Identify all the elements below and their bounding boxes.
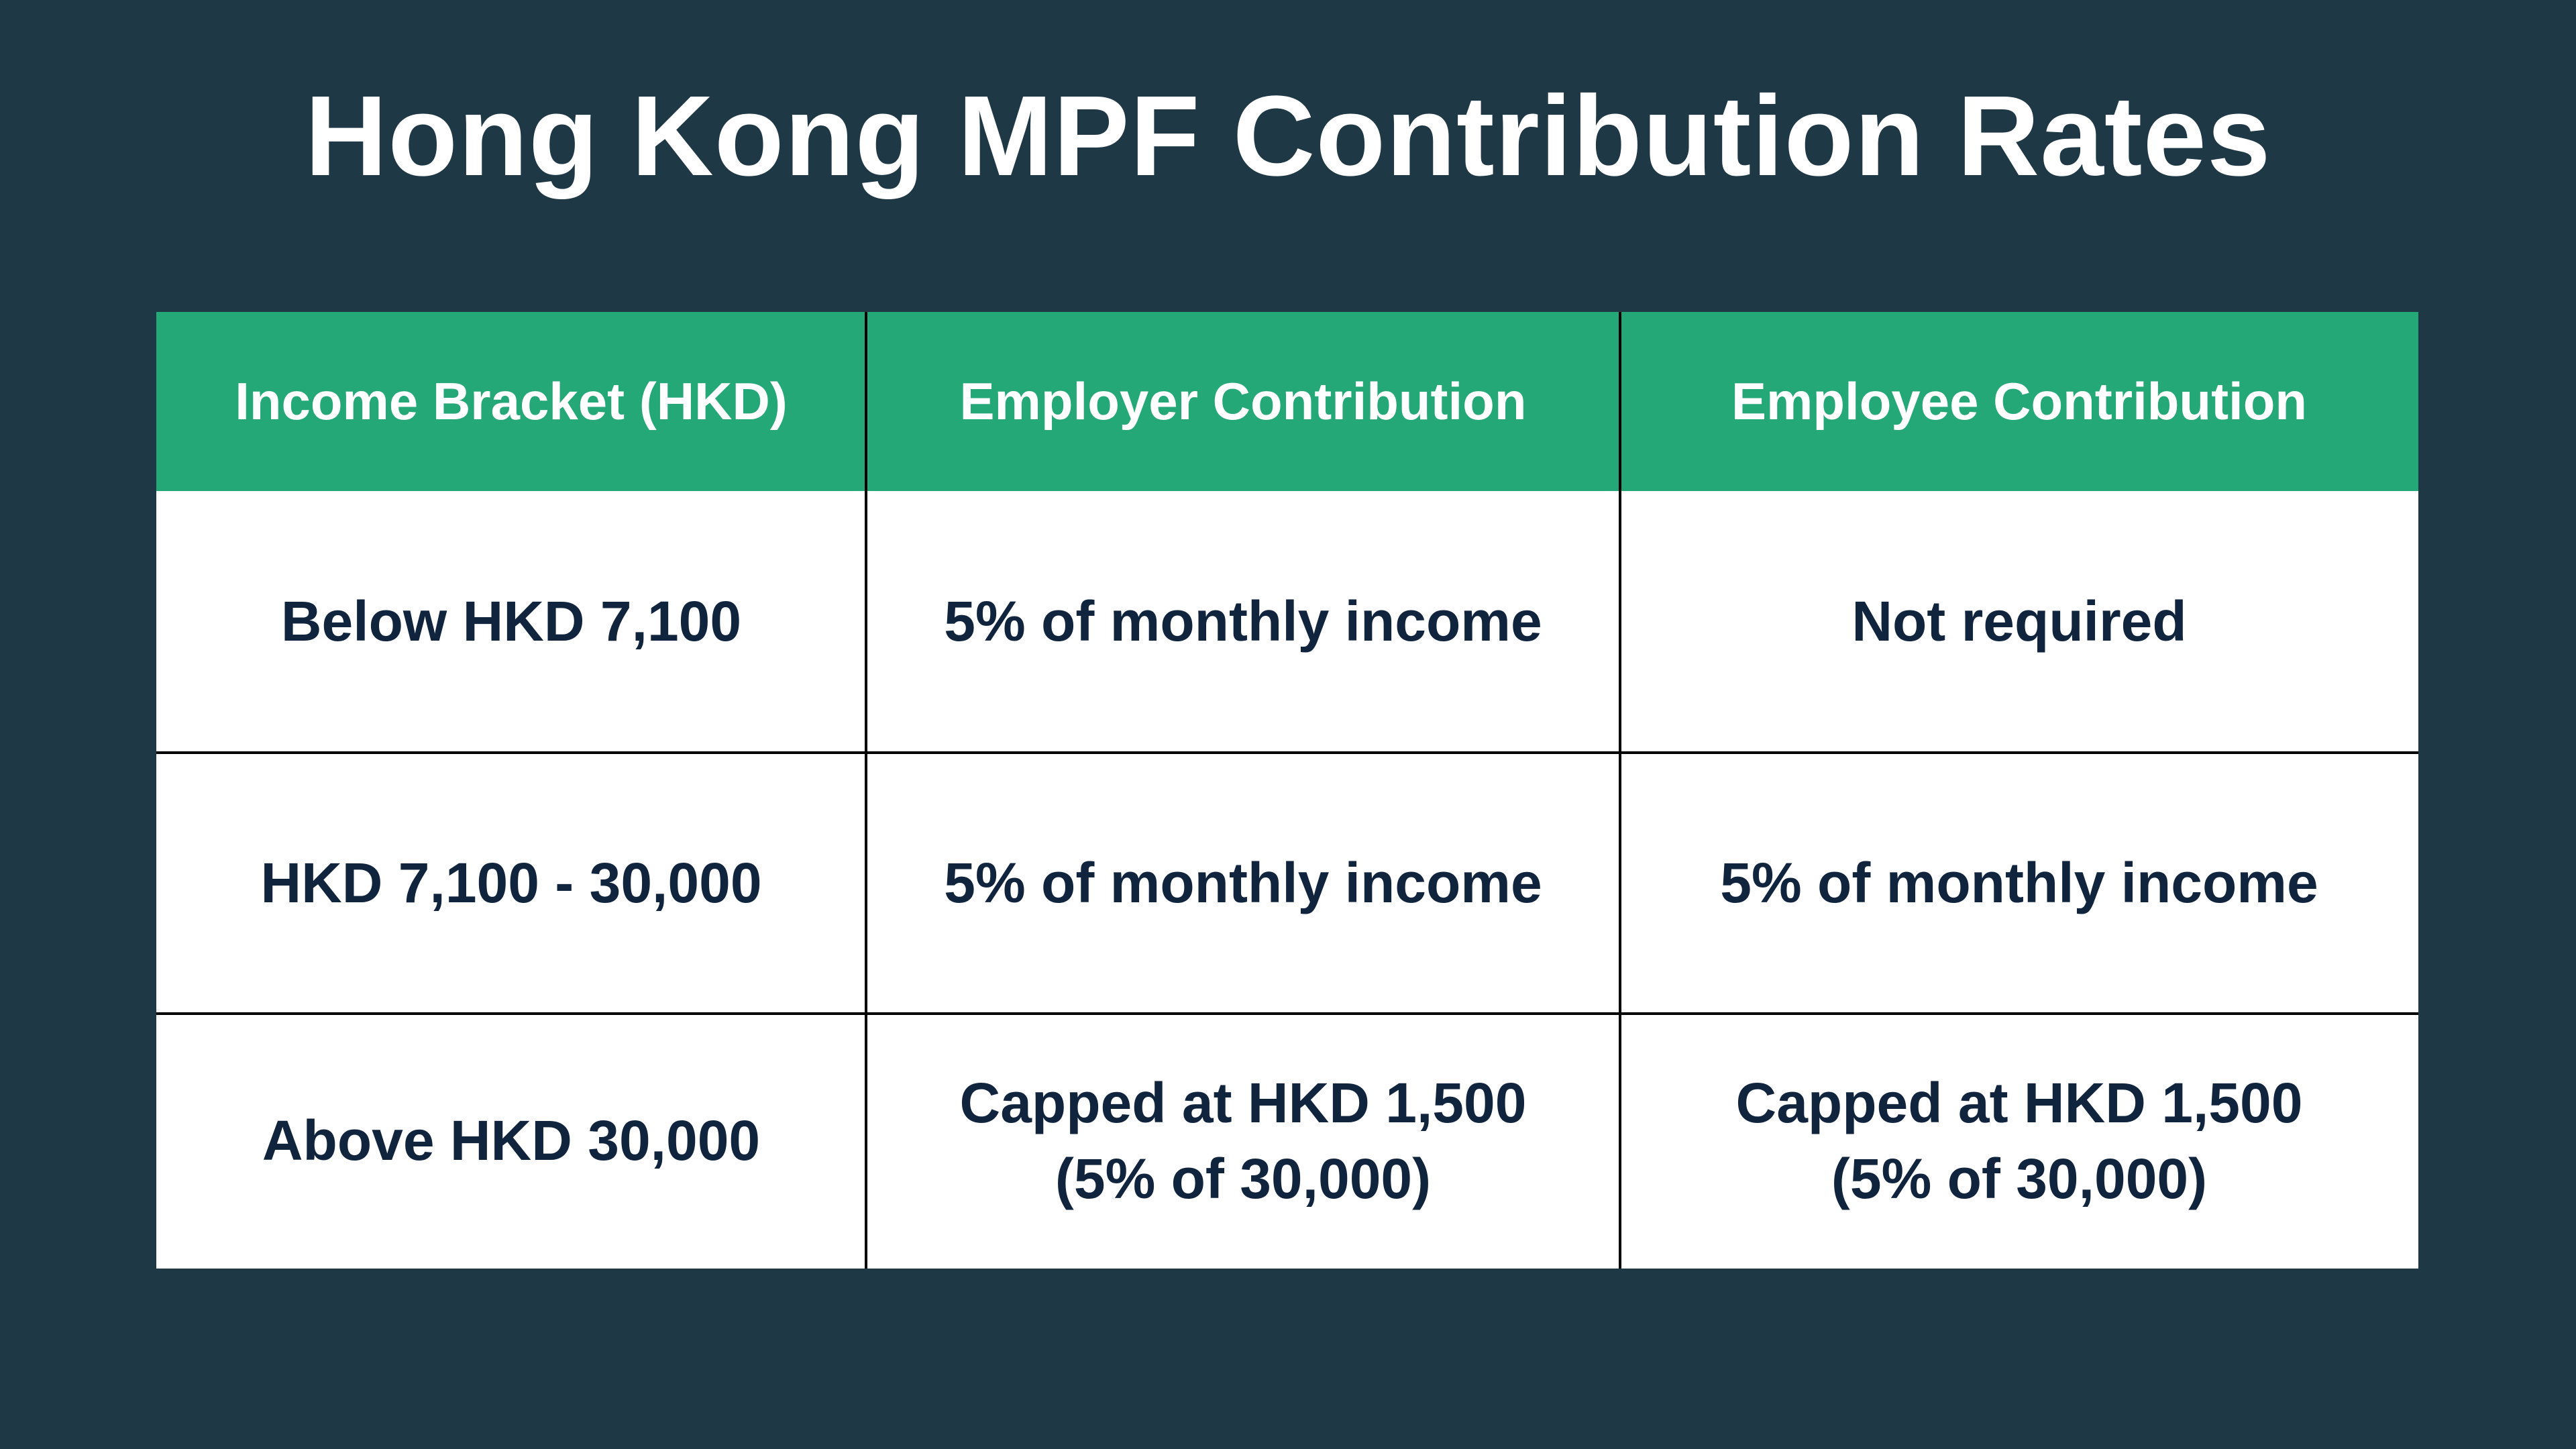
header-employee: Employee Contribution xyxy=(1731,371,2307,431)
column-divider xyxy=(865,312,867,1269)
row-divider xyxy=(156,1012,2418,1015)
row2-income: HKD 7,100 - 30,000 xyxy=(260,851,762,914)
row2-employer: 5% of monthly income xyxy=(944,851,1542,914)
row3-employee: Capped at HKD 1,500 (5% of 30,000) xyxy=(1735,1071,2303,1210)
row1-employee: Not required xyxy=(1851,590,2187,653)
row1-income: Below HKD 7,100 xyxy=(280,590,742,653)
header-employer: Employer Contribution xyxy=(959,371,1527,431)
contribution-table: Income Bracket (HKD) Employer Contributi… xyxy=(156,312,2418,1269)
row2-employee: 5% of monthly income xyxy=(1720,851,2318,914)
row3-employer: Capped at HKD 1,500 (5% of 30,000) xyxy=(959,1071,1527,1210)
page-title: Hong Kong MPF Contribution Rates xyxy=(305,72,2271,200)
table-header xyxy=(156,312,2418,491)
row-divider xyxy=(156,751,2418,754)
row1-employer: 5% of monthly income xyxy=(944,590,1542,653)
column-divider xyxy=(1619,312,1621,1269)
row3-income: Above HKD 30,000 xyxy=(262,1109,761,1173)
header-income-bracket: Income Bracket (HKD) xyxy=(235,371,788,431)
